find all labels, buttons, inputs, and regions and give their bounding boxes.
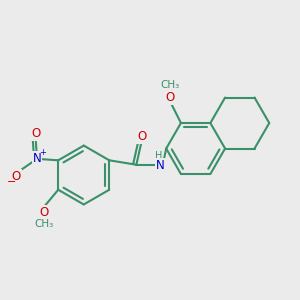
Text: CH₃: CH₃ bbox=[160, 80, 179, 90]
Text: N: N bbox=[33, 152, 41, 165]
Text: O: O bbox=[31, 127, 40, 140]
Text: N: N bbox=[156, 159, 165, 172]
Text: −: − bbox=[7, 176, 16, 187]
Text: O: O bbox=[40, 206, 49, 219]
Text: H: H bbox=[155, 152, 162, 161]
Text: O: O bbox=[137, 130, 146, 143]
Text: +: + bbox=[39, 148, 46, 157]
Text: O: O bbox=[12, 170, 21, 183]
Text: O: O bbox=[165, 91, 174, 103]
Text: CH₃: CH₃ bbox=[34, 220, 54, 230]
